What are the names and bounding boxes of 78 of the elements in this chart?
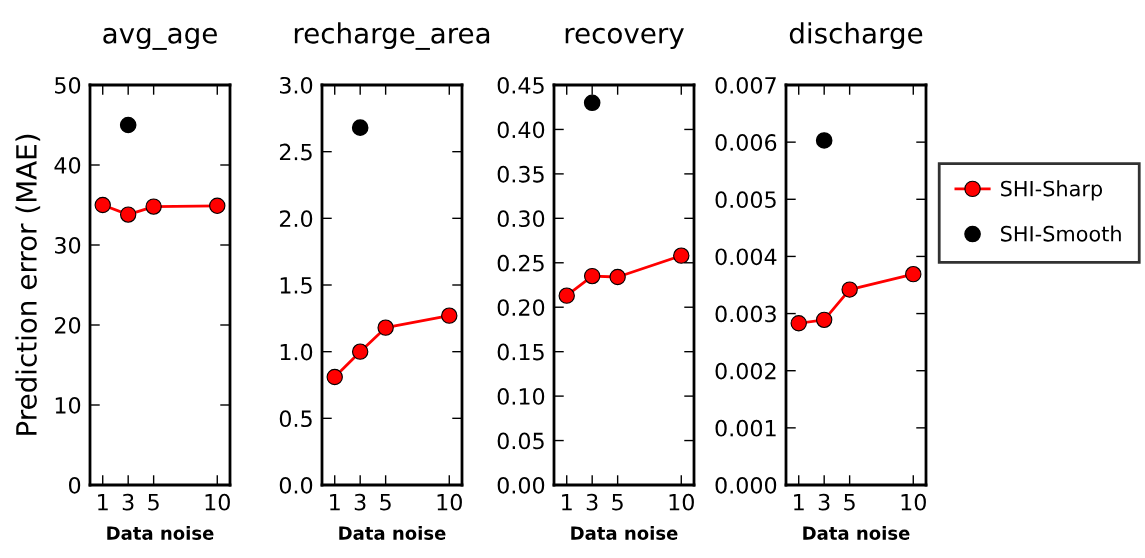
y-tick-label: 0.35 xyxy=(497,165,544,183)
point xyxy=(583,94,601,112)
y-tick-label: 30 xyxy=(55,236,81,254)
y-tick-label: 0.004 xyxy=(715,248,777,266)
x-tick-label: 3 xyxy=(586,493,598,511)
y-tick-label: 0.00 xyxy=(497,476,545,494)
y-tick-label: 0.30 xyxy=(497,210,545,228)
y-tick-label: 50 xyxy=(55,76,81,94)
x-tick-label: 5 xyxy=(148,494,159,511)
y-tick-label: 0 xyxy=(68,476,81,494)
y-tick-label: 40 xyxy=(54,156,81,174)
point xyxy=(815,311,833,329)
point xyxy=(209,197,226,214)
point xyxy=(583,267,601,285)
y-tick-label: 0.006 xyxy=(715,134,777,151)
point xyxy=(815,132,833,149)
y-tick-label: 0.25 xyxy=(497,254,544,272)
x-tick-label: 1 xyxy=(562,494,572,511)
point xyxy=(94,196,111,214)
chart-title: recharge_area xyxy=(294,22,490,50)
x-axis-title: Data noise xyxy=(339,525,446,540)
x-axis-title: Data noise xyxy=(107,525,214,540)
x-tick-label: 3 xyxy=(122,493,134,511)
y-tick-label: 2.5 xyxy=(279,143,312,161)
point xyxy=(673,247,690,264)
chart-title: recovery xyxy=(565,27,684,50)
x-tick-label: 10 xyxy=(205,493,230,511)
point xyxy=(377,319,394,336)
y-tick-label: 3.0 xyxy=(280,76,313,94)
point xyxy=(326,368,343,386)
y-tick-label: 20 xyxy=(55,316,81,334)
x-tick-label: 10 xyxy=(437,493,462,511)
x-tick-label: 3 xyxy=(818,493,830,511)
legend-label: SHI-Smooth xyxy=(1001,225,1121,242)
point xyxy=(351,119,369,136)
y-axis-title: Prediction error (MAE) xyxy=(15,134,41,435)
point xyxy=(119,206,137,223)
point xyxy=(119,116,137,134)
y-tick-label: 0.5 xyxy=(279,410,312,428)
x-axis-title: Data noise xyxy=(803,525,910,540)
point xyxy=(558,287,575,304)
y-tick-label: 0.0 xyxy=(279,476,313,494)
point xyxy=(441,307,458,324)
y-tick-label: 0.15 xyxy=(497,343,544,361)
point xyxy=(145,198,162,215)
point xyxy=(609,268,626,286)
y-tick-label: 0.45 xyxy=(497,76,544,94)
x-tick-label: 10 xyxy=(901,493,926,511)
legend-label: SHI-Sharp xyxy=(1001,180,1103,201)
y-tick-label: 0.000 xyxy=(715,476,777,494)
y-tick-label: 0.003 xyxy=(715,305,776,323)
y-tick-label: 0.40 xyxy=(497,121,545,139)
y-tick-label: 0.05 xyxy=(497,432,544,450)
chart-title: discharge xyxy=(789,22,923,50)
y-tick-label: 0.007 xyxy=(715,76,776,94)
y-tick-label: 0.20 xyxy=(497,299,545,316)
point xyxy=(351,343,369,360)
x-tick-label: 5 xyxy=(380,494,391,511)
point xyxy=(841,281,858,298)
y-tick-label: 1.5 xyxy=(280,277,312,294)
y-tick-label: 0.001 xyxy=(715,419,776,437)
x-axis-title: Data noise xyxy=(571,525,678,540)
y-tick-label: 1.0 xyxy=(280,343,313,361)
x-tick-label: 5 xyxy=(612,494,623,511)
x-tick-label: 10 xyxy=(669,493,694,511)
point xyxy=(905,265,922,283)
x-tick-label: 1 xyxy=(794,494,804,511)
x-tick-label: 1 xyxy=(330,494,340,511)
y-tick-label: 2.0 xyxy=(279,210,313,228)
y-tick-label: 0.10 xyxy=(497,388,545,405)
x-tick-label: 1 xyxy=(98,494,108,511)
y-tick-label: 0.005 xyxy=(715,191,776,209)
x-tick-label: 5 xyxy=(844,494,855,511)
x-tick-label: 3 xyxy=(354,493,366,511)
y-tick-label: 10 xyxy=(55,396,81,414)
point xyxy=(790,315,807,332)
y-tick-label: 0.002 xyxy=(715,362,776,380)
chart-title: avg_age xyxy=(103,27,217,50)
